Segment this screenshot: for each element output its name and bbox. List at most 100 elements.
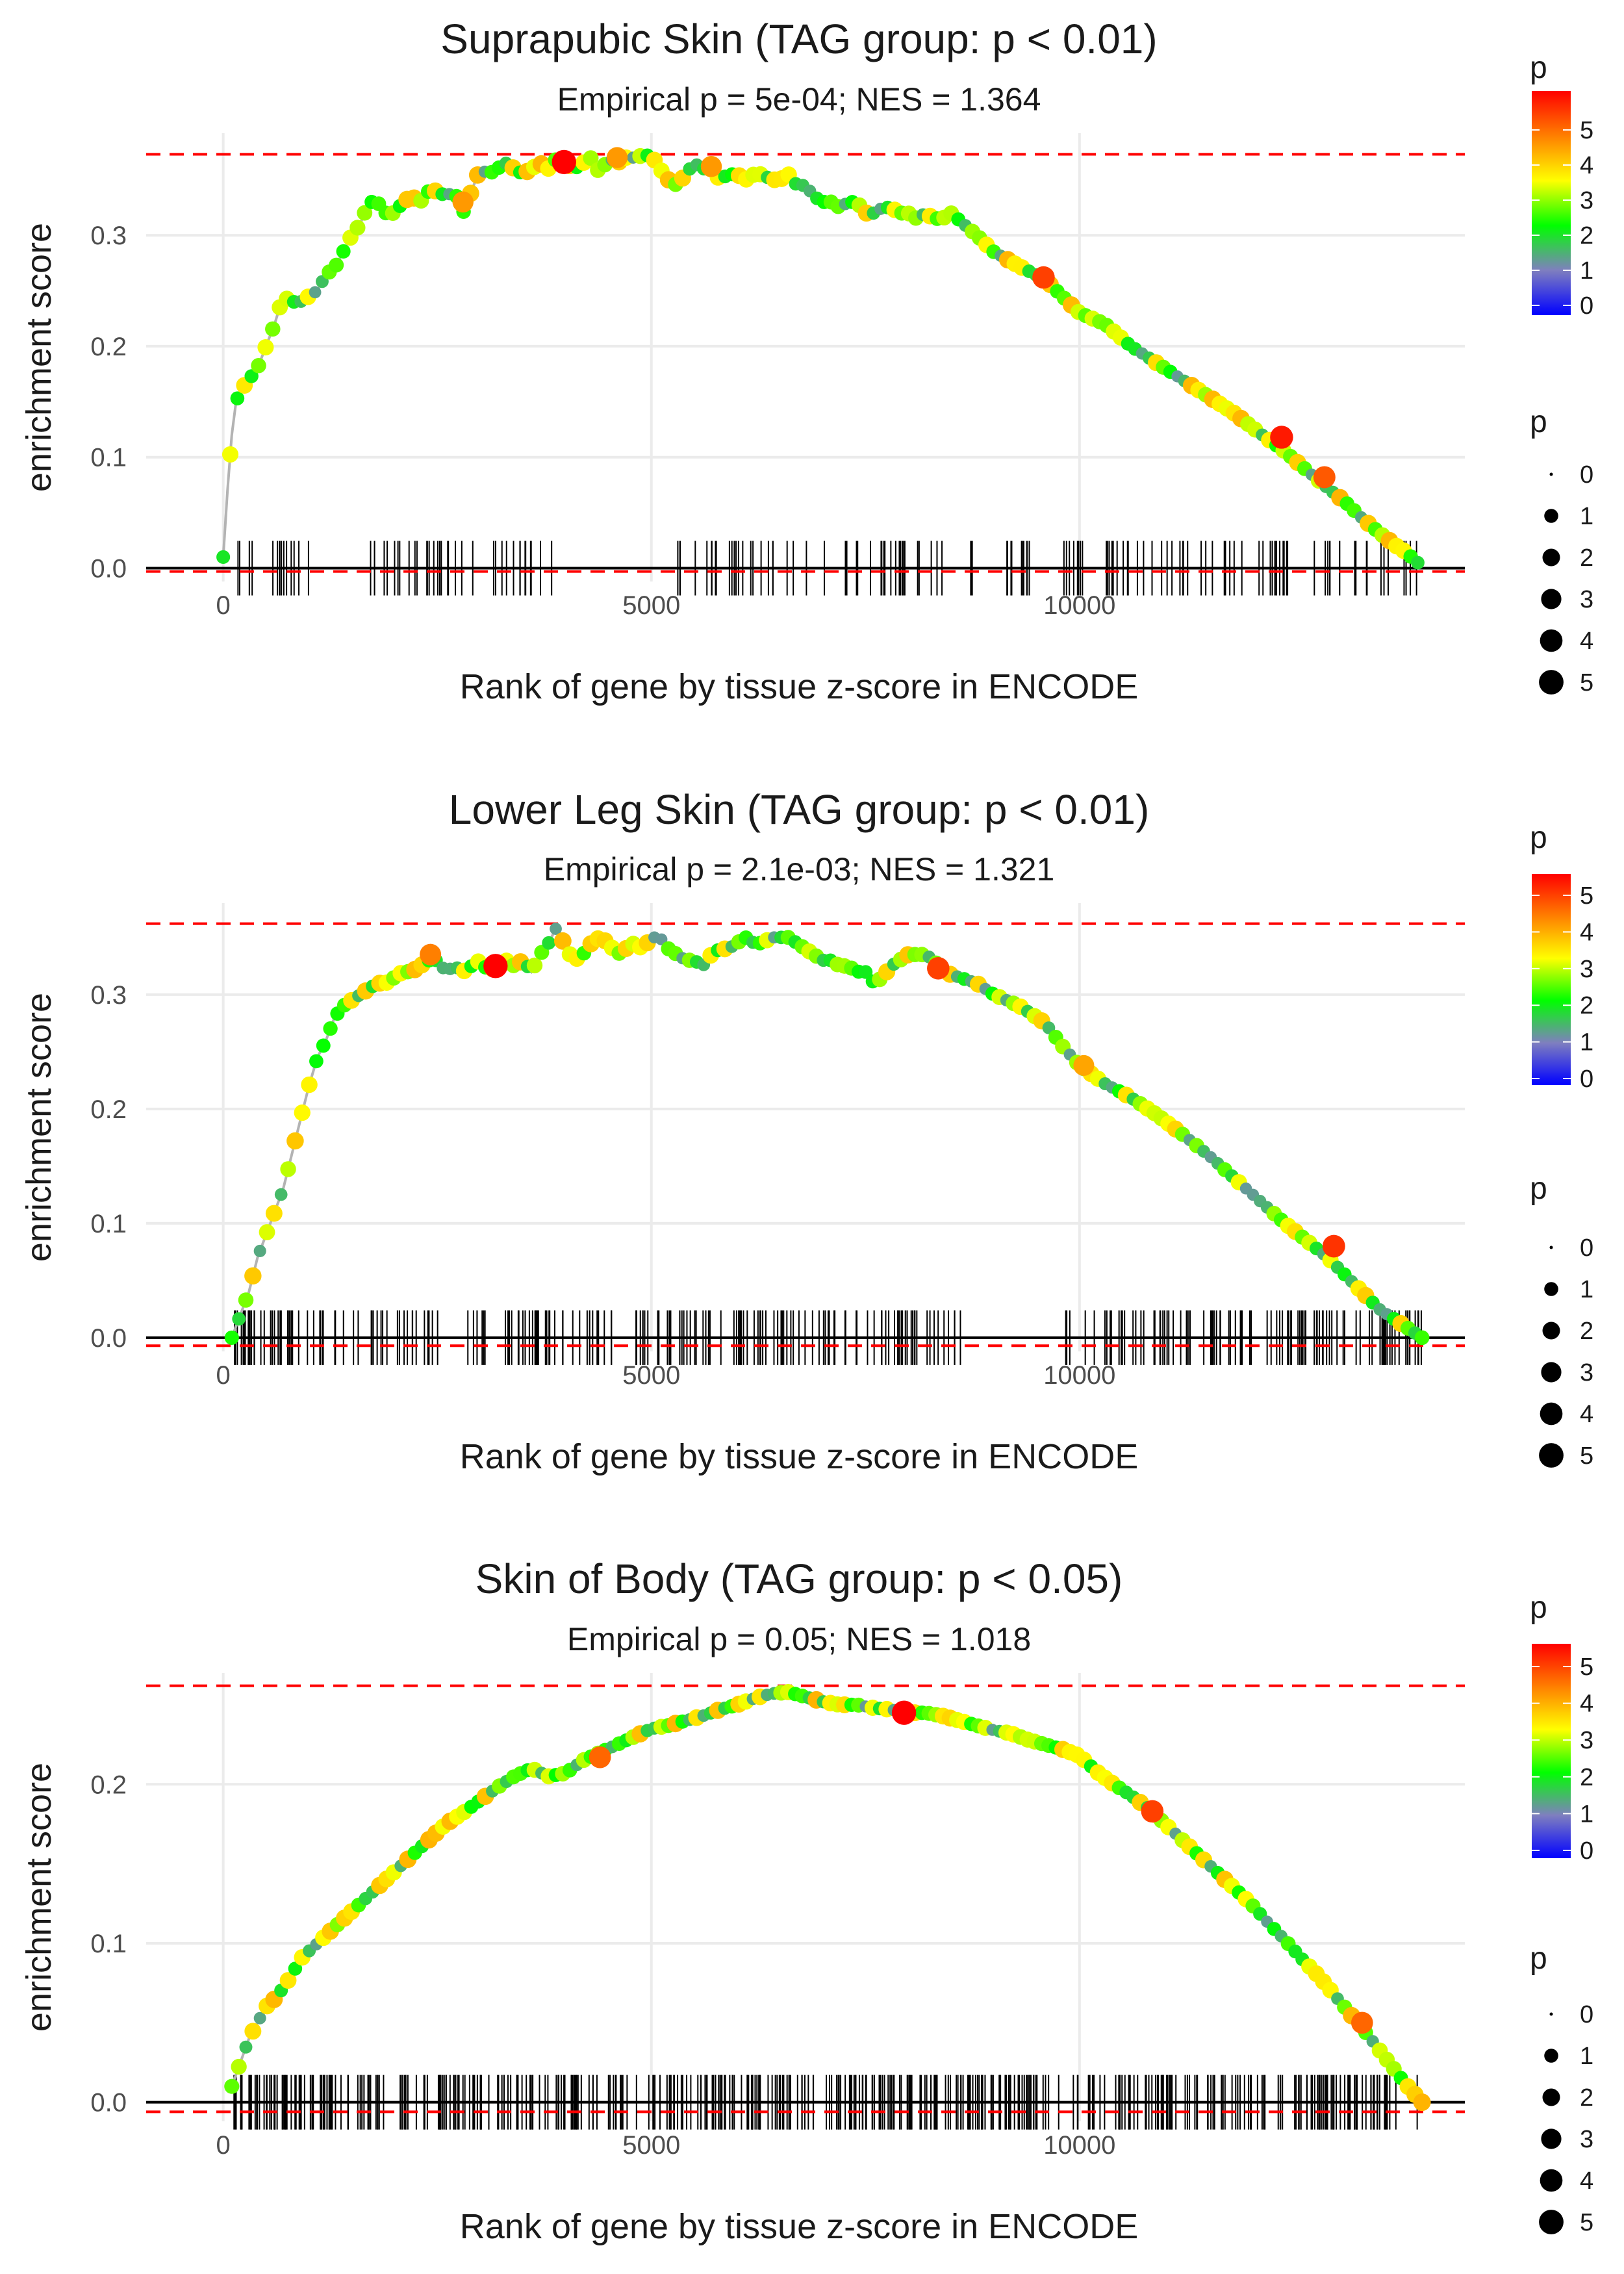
y-axis-title: enrichment score — [19, 993, 58, 1262]
gene-point — [336, 244, 351, 259]
y-tick-label: 0.1 — [90, 1930, 127, 1958]
size-legend-dot — [1540, 1402, 1563, 1425]
color-legend-label: 0 — [1580, 1837, 1593, 1865]
size-legend-label: 0 — [1580, 1234, 1593, 1262]
x-tick-label: 0 — [216, 2131, 231, 2160]
y-tick-label: 0.2 — [90, 333, 127, 361]
size-legend-items: 0 1 2 3 4 5 — [1539, 2001, 1593, 2236]
size-legend-dot — [1544, 1282, 1558, 1296]
plot-area: 0 5000 10000 0.0 0.1 0.2 0.3 — [90, 903, 1465, 1390]
gene-point — [286, 1132, 304, 1150]
size-legend-label: 2 — [1580, 1318, 1593, 1345]
x-tick-label: 5000 — [622, 1361, 680, 1390]
size-legend-dot — [1539, 1443, 1564, 1468]
gene-point — [294, 1104, 311, 1121]
x-tick-label: 0 — [216, 591, 231, 620]
color-legend-ticks: 5 4 3 2 1 0 — [1532, 1654, 1593, 1865]
gene-point — [244, 2023, 262, 2040]
highlight-point — [483, 954, 508, 978]
chart-title: Suprapubic Skin (TAG group: p < 0.01) — [440, 16, 1157, 62]
y-tick-label: 0.0 — [90, 2089, 127, 2117]
gene-point — [216, 550, 231, 564]
highlight-point — [452, 191, 474, 213]
chart-subtitle: Empirical p = 2.1e-03; NES = 1.321 — [544, 851, 1055, 888]
gene-point — [542, 936, 556, 950]
gene-point — [279, 1972, 297, 1989]
color-legend-bar — [1532, 91, 1571, 315]
x-tick-label: 10000 — [1043, 1361, 1115, 1390]
gene-point — [357, 205, 373, 221]
size-legend-dot — [1541, 589, 1562, 609]
color-legend: p 5 4 3 2 1 0 — [1530, 821, 1593, 1093]
size-legend-label: 3 — [1580, 586, 1593, 613]
x-axis-title: Rank of gene by tissue z-score in ENCODE — [460, 1437, 1138, 1476]
gene-point — [224, 2078, 240, 2094]
size-legend-dot — [1549, 1246, 1553, 1249]
plot-area: 0 5000 10000 0.0 0.1 0.2 0.3 — [90, 133, 1465, 620]
highlight-point — [1141, 1800, 1164, 1823]
y-axis-title: enrichment score — [19, 223, 58, 492]
gene-point — [231, 2058, 247, 2075]
highlight-point — [1351, 2012, 1373, 2034]
gene-point — [1413, 2093, 1431, 2112]
color-legend-ticks: 5 4 3 2 1 0 — [1532, 117, 1593, 320]
gene-point — [244, 1267, 262, 1285]
color-legend-label: 4 — [1580, 152, 1593, 179]
x-tick-label: 10000 — [1043, 2131, 1115, 2160]
gene-point — [238, 1292, 254, 1308]
size-legend-dot — [1539, 670, 1564, 695]
color-legend-bar — [1532, 874, 1571, 1085]
color-legend-label: 4 — [1580, 1691, 1593, 1718]
color-legend-label: 2 — [1580, 992, 1593, 1019]
panel-lower-leg-skin: Lower Leg Skin (TAG group: p < 0.01) Emp… — [19, 786, 1593, 1476]
gene-point — [224, 1330, 239, 1345]
size-legend-title: p — [1530, 405, 1547, 439]
chart-title: Skin of Body (TAG group: p < 0.05) — [476, 1555, 1123, 1602]
gene-point — [583, 150, 599, 166]
gene-point — [309, 1054, 324, 1069]
y-tick-label: 0.3 — [90, 222, 127, 250]
size-legend-dot — [1541, 1362, 1562, 1383]
gene-point — [232, 1312, 246, 1326]
color-legend-label: 1 — [1580, 1800, 1593, 1828]
size-legend-label: 0 — [1580, 461, 1593, 489]
y-tick-label: 0.2 — [90, 1770, 127, 1799]
gene-point — [253, 1244, 266, 1257]
size-legend-label: 1 — [1580, 1276, 1593, 1303]
size-legend-dot — [1542, 2088, 1560, 2106]
size-legend-dot — [1539, 2210, 1564, 2234]
size-legend-dot — [1542, 548, 1560, 567]
gene-point — [251, 357, 266, 374]
gene-point — [1414, 1330, 1430, 1346]
color-legend-label: 5 — [1580, 1654, 1593, 1681]
size-legend-label: 5 — [1580, 1442, 1593, 1470]
color-legend-title: p — [1530, 1591, 1547, 1625]
panel-suprapubic-skin: Suprapubic Skin (TAG group: p < 0.01) Em… — [19, 16, 1593, 706]
color-legend-label: 0 — [1580, 292, 1593, 320]
size-legend-label: 1 — [1580, 503, 1593, 530]
highlight-point — [1313, 466, 1336, 489]
size-legend-label: 4 — [1580, 2167, 1593, 2195]
color-legend-label: 3 — [1580, 187, 1593, 214]
gene-point — [265, 1205, 283, 1222]
gene-point — [222, 446, 239, 463]
size-legend-label: 4 — [1580, 628, 1593, 655]
size-legend-dot — [1541, 2128, 1562, 2149]
size-legend-dot — [1544, 509, 1558, 523]
gene-point — [259, 1224, 275, 1240]
color-legend-label: 5 — [1580, 117, 1593, 144]
highlight-point — [1270, 426, 1293, 449]
color-legend-label: 1 — [1580, 1029, 1593, 1056]
chart-title: Lower Leg Skin (TAG group: p < 0.01) — [449, 786, 1150, 833]
color-legend: p 5 4 3 2 1 0 — [1530, 51, 1593, 320]
size-legend-label: 2 — [1580, 544, 1593, 572]
color-legend-bar — [1532, 1644, 1571, 1858]
size-legend-label: 5 — [1580, 2209, 1593, 2236]
y-tick-label: 0.0 — [90, 555, 127, 583]
size-legend-label: 3 — [1580, 2126, 1593, 2153]
size-legend-label: 3 — [1580, 1359, 1593, 1386]
gene-point — [274, 1188, 288, 1201]
y-tick-label: 0.3 — [90, 981, 127, 1010]
size-legend-dot — [1542, 1322, 1560, 1340]
